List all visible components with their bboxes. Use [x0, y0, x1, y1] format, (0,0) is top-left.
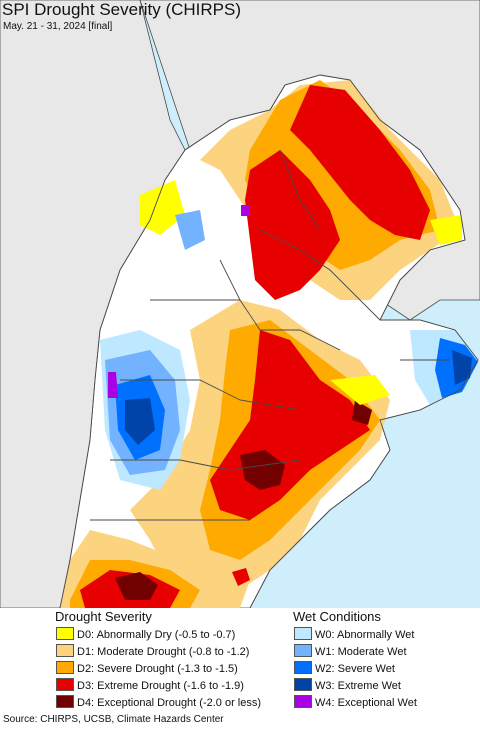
legend-item-w1: W1: Moderate Wet: [294, 644, 407, 658]
legend-item-w0: W0: Abnormally Wet: [294, 627, 414, 641]
legend-label-d4: D4: Exceptional Drought (-2.0 or less): [77, 697, 262, 709]
area-d3-north: [290, 85, 430, 240]
legend-swatch-d2: [56, 661, 74, 674]
legend-label-w2: W2: Severe Wet: [315, 663, 395, 675]
area-d4-east: [352, 400, 372, 425]
legend-swatch-w0: [294, 627, 312, 640]
legend-item-d3: D3: Extreme Drought (-1.6 to -1.9): [56, 678, 244, 692]
area-w4-west: [108, 372, 118, 398]
area-w4-north: [241, 205, 250, 216]
source-credit: Source: CHIRPS, UCSB, Climate Hazards Ce…: [3, 714, 224, 725]
legend-label-d1: D1: Moderate Drought (-0.8 to -1.2): [77, 646, 250, 658]
legend-swatch-d4: [56, 695, 74, 708]
legend-label-d0: D0: Abnormally Dry (-0.5 to -0.7): [77, 629, 236, 641]
admin-borders: [59, 74, 479, 608]
area-w3-west: [125, 398, 155, 445]
map-title: SPI Drought Severity (CHIRPS): [2, 0, 242, 19]
legend-label-d2: D2: Severe Drought (-1.3 to -1.5): [77, 663, 238, 675]
legend-swatch-d1: [56, 644, 74, 657]
area-d0-patch-2: [330, 375, 390, 405]
legend-item-d2: D2: Severe Drought (-1.3 to -1.5): [56, 661, 238, 675]
legend-swatch-w4: [294, 695, 312, 708]
legend-item-d1: D1: Moderate Drought (-0.8 to -1.2): [56, 644, 249, 658]
legend-swatch-d3: [56, 678, 74, 691]
legend-swatch-w2: [294, 661, 312, 674]
legend-item-w3: W3: Extreme Wet: [294, 678, 401, 692]
legend-drought-heading: Drought Severity: [55, 609, 152, 624]
legend-label-w1: W1: Moderate Wet: [315, 646, 407, 658]
area-d3-southcoast: [232, 568, 250, 586]
legend-label-w4: W4: Exceptional Wet: [315, 697, 417, 709]
area-d3-chaco: [245, 150, 340, 300]
map-subtitle: May. 21 - 31, 2024 [final]: [3, 21, 113, 32]
legend-wet-heading: Wet Conditions: [293, 609, 381, 624]
area-d0-patch-1: [140, 180, 185, 235]
legend-item-d4: D4: Exceptional Drought (-2.0 or less): [56, 695, 261, 709]
area-w1-northwest: [175, 210, 205, 250]
area-w3-east: [452, 350, 472, 385]
legend-swatch-w1: [294, 644, 312, 657]
legend-swatch-d0: [56, 627, 74, 640]
drought-map: [0, 0, 480, 608]
legend-item-d0: D0: Abnormally Dry (-0.5 to -0.7): [56, 627, 235, 641]
area-d0-patch-3: [430, 215, 462, 245]
legend-item-w2: W2: Severe Wet: [294, 661, 395, 675]
legend-label-w0: W0: Abnormally Wet: [315, 629, 415, 641]
legend-label-w3: W3: Extreme Wet: [315, 680, 401, 692]
legend-item-w4: W4: Exceptional Wet: [294, 695, 417, 709]
area-d4-central: [240, 450, 285, 490]
legend-swatch-w3: [294, 678, 312, 691]
area-d4-south: [115, 572, 158, 600]
legend-label-d3: D3: Extreme Drought (-1.6 to -1.9): [77, 680, 244, 692]
